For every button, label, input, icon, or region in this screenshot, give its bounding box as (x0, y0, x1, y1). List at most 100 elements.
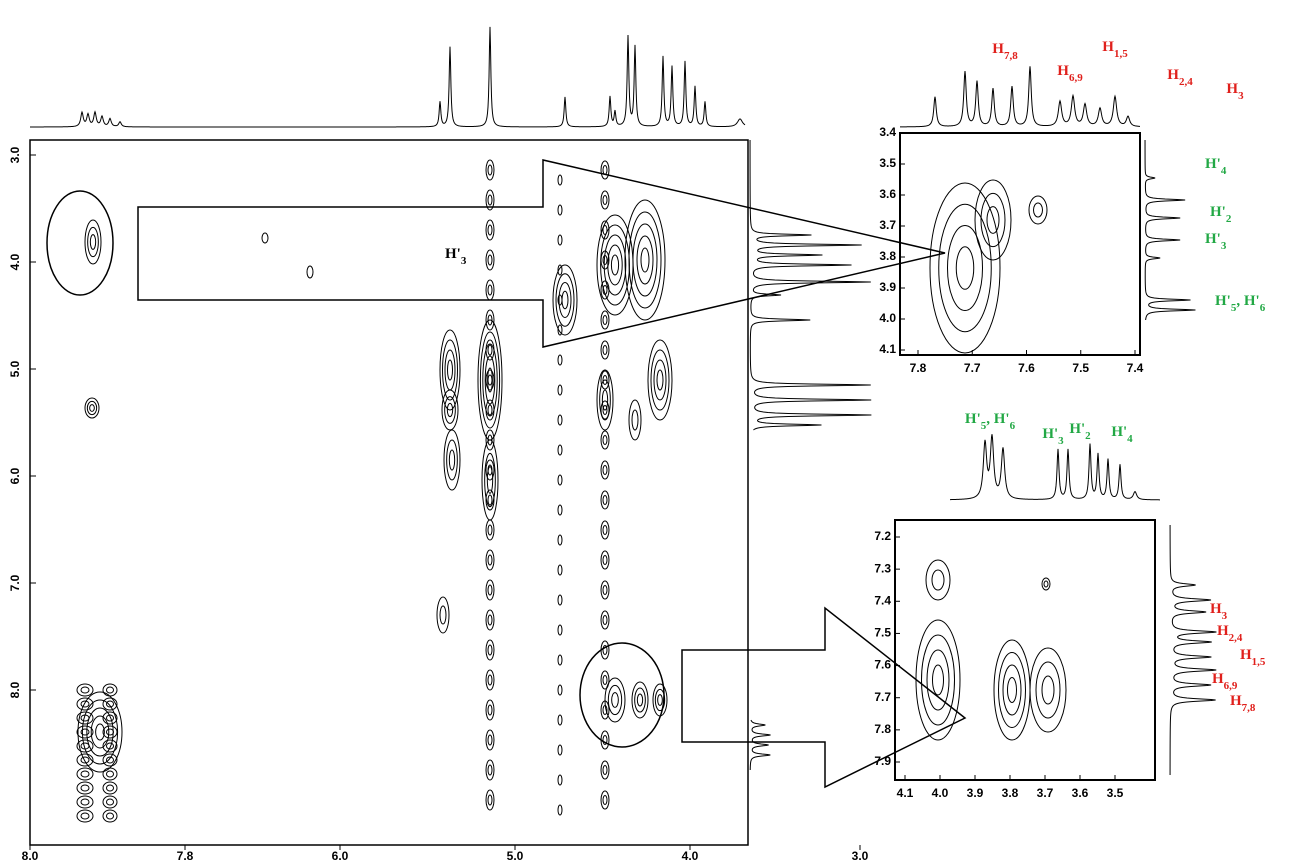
spectra (30, 27, 1216, 775)
peak-label: H6,9 (1212, 671, 1238, 691)
contour (103, 754, 117, 766)
contour (558, 805, 562, 815)
x-tick-label: 3.7 (1037, 786, 1054, 800)
contour (558, 595, 562, 605)
spectrum-trace (750, 720, 770, 770)
contour (635, 688, 646, 712)
contour (488, 675, 492, 685)
peak-label: H2,4 (1167, 67, 1193, 87)
contour (1029, 196, 1047, 224)
contour (488, 165, 492, 175)
contour (975, 180, 1011, 260)
label-sub: 3 (1222, 610, 1228, 622)
peak-label: H'2 (1069, 421, 1091, 441)
contour (558, 505, 562, 515)
y-tick-label: 7.8 (874, 722, 891, 736)
contour (488, 195, 492, 205)
contour (603, 496, 607, 505)
contour (939, 204, 992, 332)
contour (103, 796, 117, 808)
y-tick-label: 4.1 (879, 342, 896, 356)
y-tick-label: 7.3 (874, 561, 891, 575)
contour (922, 635, 955, 725)
contour (987, 207, 999, 234)
contour (488, 285, 492, 295)
x-tick-label: 3.8 (1002, 786, 1019, 800)
y-tick-label: 7.0 (8, 574, 22, 591)
contour (601, 671, 609, 689)
contour (558, 535, 562, 545)
peak-label: H'5, H'6 (965, 411, 1016, 431)
contour (601, 191, 609, 209)
contour (933, 665, 944, 695)
label-sub: 6,9 (1224, 680, 1238, 692)
contour (1044, 581, 1048, 587)
contour (603, 616, 607, 625)
y-tick-label: 3.0 (8, 146, 22, 163)
contour (558, 175, 562, 185)
contour (486, 520, 494, 540)
contour (77, 810, 93, 822)
label-main: H (1167, 67, 1179, 83)
contour (107, 785, 114, 791)
y-tick-label: 8.0 (8, 681, 22, 698)
spectrum-trace (30, 27, 745, 127)
contour (994, 640, 1030, 740)
contour (77, 796, 93, 808)
contour (445, 350, 455, 390)
label-sub: 4 (1221, 165, 1227, 177)
y-tick-label: 7.9 (874, 754, 891, 768)
x-tick-label: 3.0 (852, 849, 869, 863)
y-tick-label: 7.6 (874, 658, 891, 672)
label-sub: 6,9 (1069, 72, 1083, 84)
contour (601, 161, 609, 179)
contour (1034, 203, 1043, 217)
contour (486, 340, 494, 360)
label-main: H (992, 41, 1004, 57)
label-sub: 6 (1010, 420, 1016, 432)
label-sub: 6 (1260, 302, 1266, 314)
contour (657, 370, 663, 390)
contour (629, 400, 641, 440)
contour (612, 693, 619, 708)
contour (558, 685, 562, 695)
contour (87, 401, 96, 414)
peak-label: H7,8 (992, 41, 1018, 61)
contour (601, 641, 609, 659)
contour (488, 615, 492, 625)
y-tick-label: 3.5 (879, 156, 896, 170)
contour (81, 813, 89, 819)
y-tick-label: 3.9 (879, 280, 896, 294)
contour (558, 475, 562, 485)
contour (488, 795, 492, 805)
x-tick-label: 3.5 (1107, 786, 1124, 800)
contour (625, 200, 665, 320)
contour (637, 694, 642, 706)
contour (486, 640, 494, 660)
contour (107, 771, 114, 777)
contour (637, 236, 653, 284)
contour (486, 610, 494, 630)
contour (558, 715, 562, 725)
peak-label: H3 (1226, 81, 1244, 101)
x-tick-label: 7.5 (1072, 361, 1089, 375)
contour (103, 698, 117, 710)
contour (611, 255, 618, 275)
label-main: H (1102, 39, 1114, 55)
page: 8.07.86.05.04.03.03.04.05.06.07.08.0H'37… (0, 0, 1292, 865)
contour (486, 280, 494, 300)
contour (486, 550, 494, 570)
contour (558, 625, 562, 635)
contour (603, 226, 607, 235)
contour (448, 360, 453, 380)
contour (1003, 665, 1021, 715)
contour (488, 225, 492, 235)
y-tick-label: 6.0 (8, 467, 22, 484)
label-main: H' (965, 411, 981, 427)
contour (478, 320, 502, 440)
y-tick-label: 3.7 (879, 218, 896, 232)
label-main: H (1230, 693, 1242, 709)
contour (107, 729, 114, 735)
contour (103, 782, 117, 794)
peak-label: H'3 (1042, 426, 1064, 446)
